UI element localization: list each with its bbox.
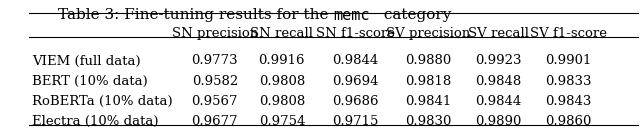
Text: 0.9890: 0.9890: [475, 115, 522, 128]
Text: 0.9773: 0.9773: [191, 55, 238, 67]
Text: 0.9715: 0.9715: [332, 115, 378, 128]
Text: 0.9901: 0.9901: [545, 55, 591, 67]
Text: 0.9694: 0.9694: [332, 75, 378, 88]
Text: 0.9677: 0.9677: [191, 115, 238, 128]
Text: Table 3: Fine-tuning results for the: Table 3: Fine-tuning results for the: [58, 8, 333, 22]
Text: 0.9843: 0.9843: [545, 95, 591, 108]
Text: 0.9582: 0.9582: [191, 75, 238, 88]
Text: 0.9844: 0.9844: [332, 55, 378, 67]
Text: 0.9808: 0.9808: [259, 75, 305, 88]
Text: 0.9754: 0.9754: [259, 115, 305, 128]
Text: 0.9818: 0.9818: [405, 75, 451, 88]
Text: 0.9833: 0.9833: [545, 75, 592, 88]
Text: memc: memc: [333, 8, 370, 23]
Text: 0.9923: 0.9923: [475, 55, 522, 67]
Text: SN f1-score: SN f1-score: [316, 27, 394, 40]
Text: SN recall: SN recall: [250, 27, 314, 40]
Text: SV f1-score: SV f1-score: [530, 27, 607, 40]
Text: 0.9567: 0.9567: [191, 95, 238, 108]
Text: 0.9916: 0.9916: [259, 55, 305, 67]
Text: BERT (10% data): BERT (10% data): [32, 75, 148, 88]
Text: 0.9686: 0.9686: [332, 95, 378, 108]
Text: category: category: [379, 8, 451, 22]
Text: SN precision: SN precision: [172, 27, 258, 40]
Text: SV precision: SV precision: [386, 27, 470, 40]
Text: 0.9808: 0.9808: [259, 95, 305, 108]
Text: RoBERTa (10% data): RoBERTa (10% data): [32, 95, 172, 108]
Text: SV recall: SV recall: [468, 27, 529, 40]
Text: VIEM (full data): VIEM (full data): [32, 55, 140, 67]
Text: 0.9844: 0.9844: [476, 95, 522, 108]
Text: 0.9860: 0.9860: [545, 115, 591, 128]
Text: 0.9830: 0.9830: [405, 115, 451, 128]
Text: 0.9848: 0.9848: [476, 75, 522, 88]
Text: Electra (10% data): Electra (10% data): [32, 115, 158, 128]
Text: 0.9880: 0.9880: [405, 55, 451, 67]
Text: 0.9841: 0.9841: [405, 95, 451, 108]
